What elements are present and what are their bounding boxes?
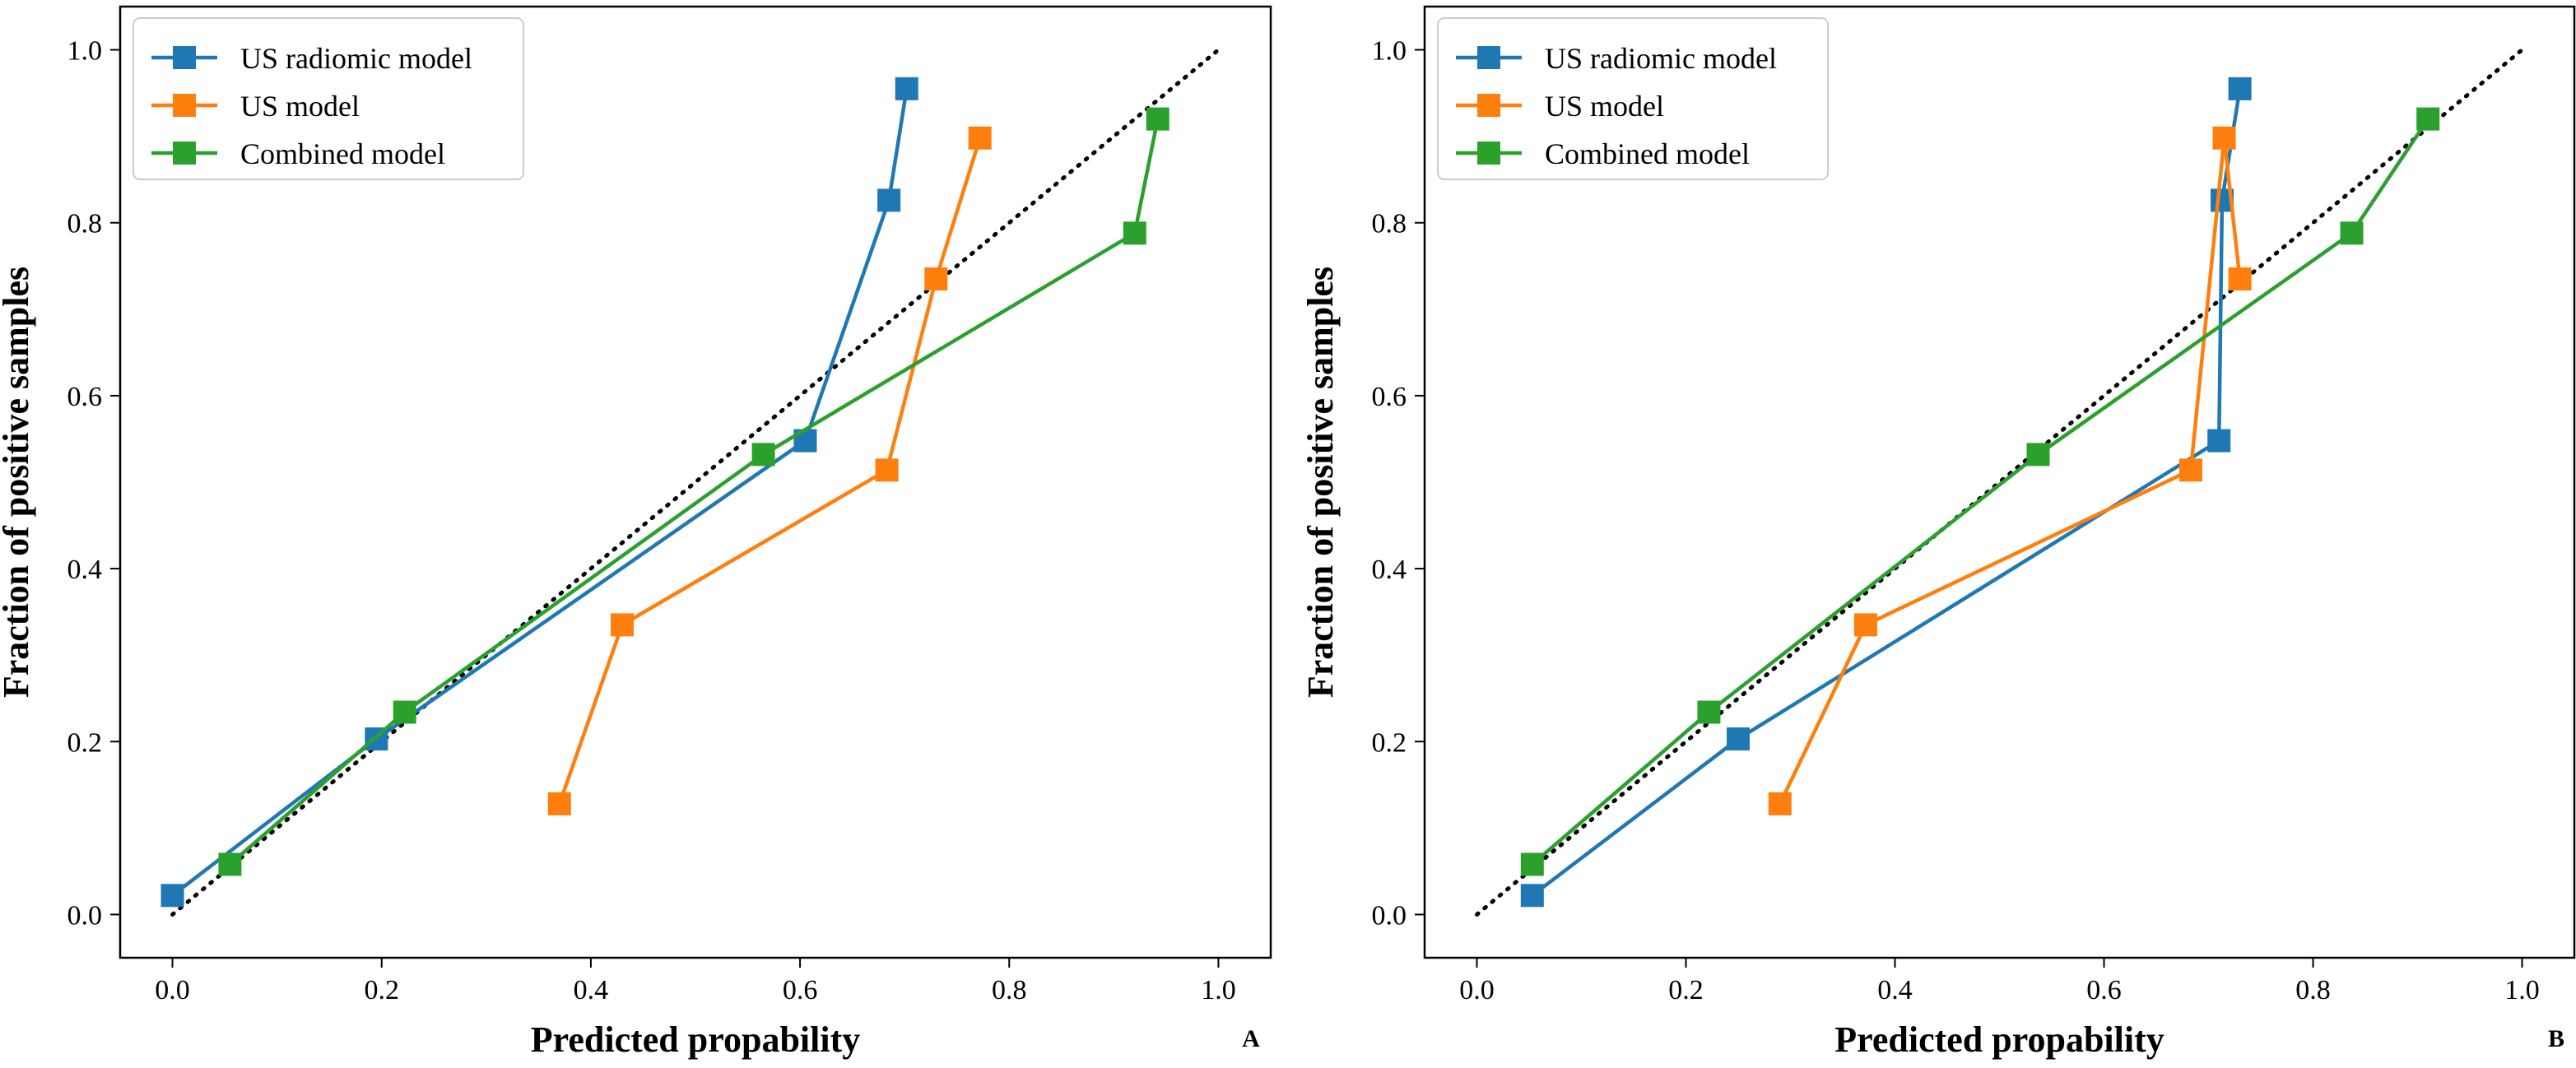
x-axis-label: Predicted propability — [531, 1019, 861, 1060]
y-axis-label: Fraction of positive samples — [1300, 267, 1341, 698]
panel-b: 0.0 0.2 0.4 0.6 0.8 1.0 0.0 0.2 0.4 0.6 0.8 1.0 Pred… — [1300, 5, 2576, 1060]
y-tick-label: 0.2 — [67, 727, 103, 758]
y-tick-label: 1.0 — [67, 36, 103, 67]
panel-a: 0.0 0.2 0.4 0.6 0.8 1.0 0.0 0.2 0.4 0.6 0.8 1.0 Pred… — [0, 5, 1272, 1060]
data-point-marker — [1123, 221, 1146, 245]
data-point-marker — [2340, 221, 2364, 245]
legend-marker — [1477, 94, 1500, 117]
x-tick-label: 0.4 — [574, 975, 609, 1005]
data-point-marker — [875, 458, 899, 482]
data-point-marker — [1520, 852, 1544, 876]
y-axis-label: Fraction of positive samples — [0, 267, 36, 698]
data-point-marker — [547, 792, 571, 815]
data-point-marker — [611, 613, 635, 637]
data-point-marker — [2416, 107, 2440, 131]
x-tick-label: 1.0 — [1201, 975, 1236, 1005]
data-point-marker — [2212, 126, 2236, 150]
data-point-marker — [751, 443, 775, 467]
legend-box — [1437, 17, 1829, 180]
plot-frame — [1423, 5, 2576, 959]
x-tick-label: 1.0 — [2504, 975, 2540, 1005]
data-point-marker — [2228, 267, 2252, 291]
data-point-marker — [2026, 443, 2050, 467]
legend-label: US model — [1545, 90, 1664, 123]
data-point-marker — [2207, 429, 2231, 453]
data-point-marker — [393, 700, 416, 724]
x-tick-label: 0.2 — [364, 975, 399, 1005]
y-tick-label: 1.0 — [1372, 36, 1407, 67]
x-tick-label: 0.6 — [783, 975, 818, 1005]
data-point-marker — [968, 126, 992, 150]
data-point-marker — [1146, 107, 1169, 131]
x-tick-label: 0.6 — [2086, 975, 2122, 1005]
y-tick-label: 0.0 — [1372, 900, 1407, 931]
data-point-marker — [1520, 884, 1544, 908]
plot-frame — [119, 5, 1272, 959]
y-tick-label: 0.6 — [67, 382, 103, 412]
x-tick-label: 0.4 — [1877, 975, 1913, 1005]
x-tick-label: 0.0 — [1459, 975, 1495, 1005]
data-point-marker — [1768, 792, 1792, 815]
data-point-marker — [2228, 77, 2252, 100]
data-point-marker — [877, 188, 901, 212]
data-point-marker — [895, 77, 918, 100]
data-point-marker — [924, 267, 948, 291]
legend-box — [133, 17, 524, 180]
legend-label: US radiomic model — [1545, 42, 1777, 75]
reference-diagonal-line — [170, 48, 1221, 917]
data-point-marker — [1727, 727, 1750, 751]
x-tick-label: 0.0 — [155, 975, 190, 1005]
legend-marker — [173, 46, 196, 69]
legend-label: US radiomic model — [240, 42, 472, 75]
legend-marker — [1477, 142, 1500, 165]
data-point-marker — [2178, 458, 2202, 482]
y-tick-label: 0.8 — [1372, 209, 1407, 239]
data-point-marker — [1697, 700, 1721, 724]
x-tick-label: 0.2 — [1668, 975, 1704, 1005]
x-tick-label: 0.8 — [2295, 975, 2331, 1005]
y-tick-label: 0.8 — [67, 209, 103, 239]
x-tick-label: 0.8 — [992, 975, 1027, 1005]
legend-marker — [1477, 46, 1500, 69]
legend-marker — [173, 94, 196, 117]
legend-label: Combined model — [240, 137, 445, 170]
reference-diagonal-line — [1475, 48, 2524, 917]
legend-label: US model — [240, 90, 360, 123]
y-tick-label: 0.2 — [1372, 727, 1407, 758]
y-tick-label: 0.4 — [67, 555, 103, 585]
panel-label: A — [1242, 1025, 1260, 1052]
legend-marker — [173, 142, 196, 165]
data-point-marker — [160, 884, 184, 908]
y-tick-label: 0.0 — [67, 900, 103, 931]
data-point-marker — [1853, 613, 1877, 637]
panel-label: B — [2548, 1025, 2564, 1052]
y-tick-label: 0.6 — [1372, 382, 1407, 412]
x-axis-label: Predicted propability — [1834, 1019, 2164, 1060]
y-tick-label: 0.4 — [1372, 555, 1407, 585]
legend-label: Combined model — [1545, 137, 1750, 170]
data-point-marker — [218, 852, 242, 876]
